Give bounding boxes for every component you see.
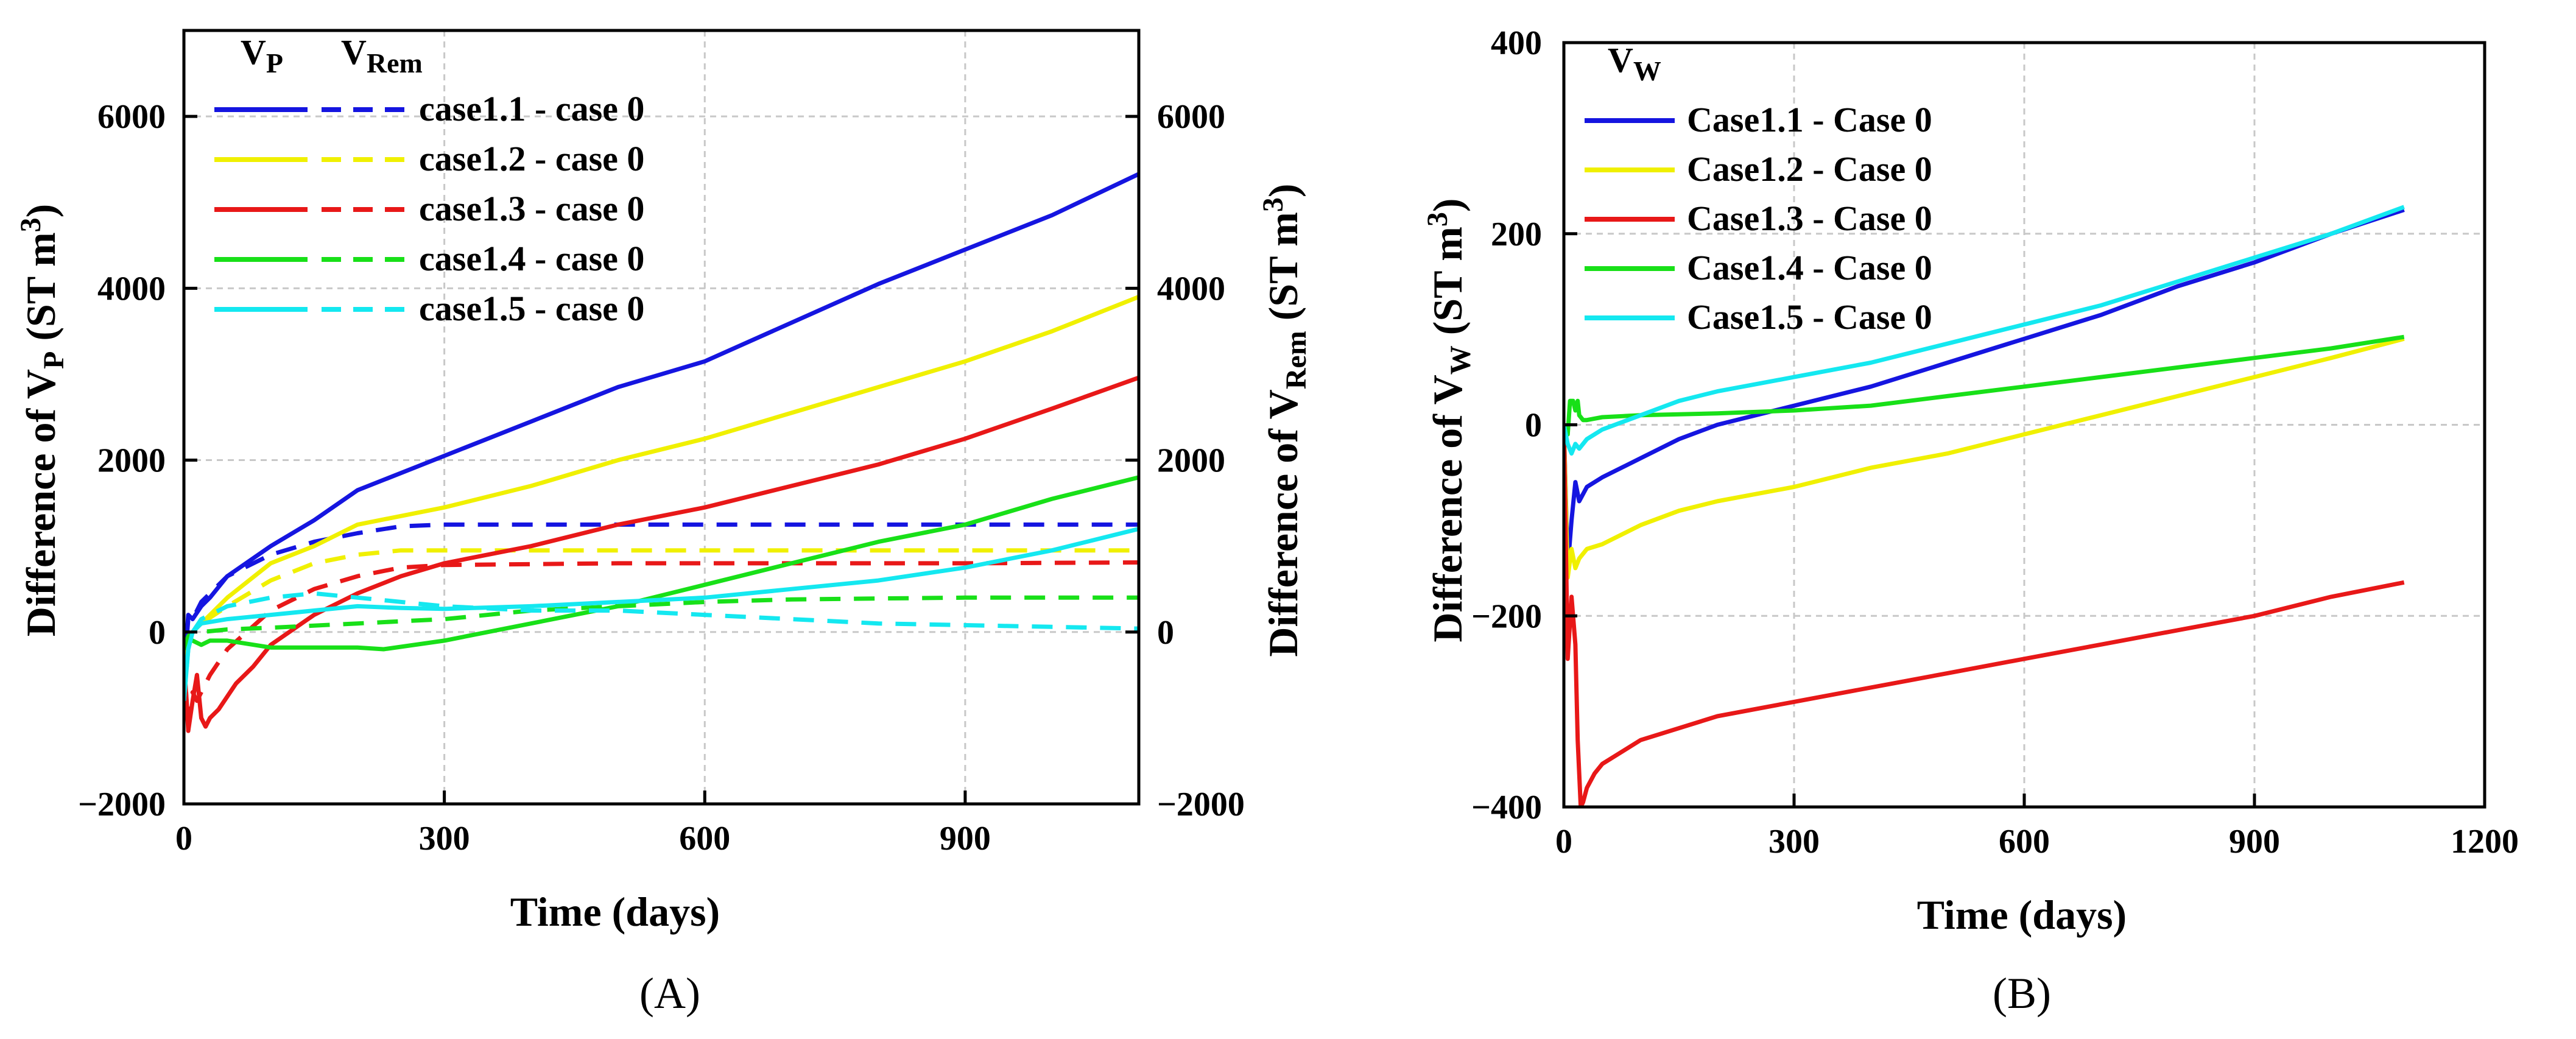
series-vrem-case1-1-case-0 [184, 522, 1139, 675]
y-tick-label: 0 [1525, 407, 1542, 445]
panel-b-ticks: 0 300 600 900 1200 −400 −200 0 200 400 [1471, 24, 2519, 861]
series-vrem-case1-2-case-0 [184, 548, 1139, 684]
series-vrem-case1-3-case-0 [184, 560, 1139, 729]
series-case1-2-case-0 [1564, 336, 2405, 580]
panel-b-legend-rows: Case1.1 - Case 0 Case1.2 - Case 0 Case1.3 … [1585, 100, 1932, 337]
series-vp-case1-4-case-0 [184, 475, 1139, 652]
legend-label-case1-3-case-0: Case1.3 - Case 0 [1687, 199, 1932, 238]
series-vp-case1-1-case-0 [184, 172, 1139, 675]
y2-tick-label: −2000 [1157, 786, 1245, 823]
x-tick-label: 900 [2229, 823, 2280, 861]
legend-header-vp: VP [241, 32, 283, 79]
panel-b-series [1564, 205, 2405, 807]
legend-label-case1-2-case-0: Case1.2 - Case 0 [1687, 149, 1932, 189]
y-tick-label: 2000 [97, 442, 166, 480]
panel-a-legend-rows: case1.1 - case 0 case1.2 - case 0 case1.3 … [214, 89, 644, 328]
x-tick-label: 0 [1555, 823, 1572, 861]
y-tick-label: 400 [1491, 24, 1542, 62]
y-tick-label: 6000 [97, 98, 166, 136]
panel-a-plot-area [184, 30, 1139, 804]
legend-header-vrem: VRem [341, 32, 423, 79]
legend-label-case1-3-case-0: case1.3 - case 0 [419, 189, 644, 228]
y-tick-label: −2000 [78, 786, 166, 823]
series-case1-5-case-0 [1564, 205, 2405, 456]
y-tick-label: 0 [149, 614, 166, 652]
x-tick-label: 300 [1768, 823, 1820, 861]
legend-header-vw: VW [1608, 40, 1661, 86]
panel-b-ylabel: Difference of VW (ST m3) [1421, 198, 1477, 642]
panel-b: 0 300 600 900 1200 −400 −200 0 200 400 Time (days… [1421, 24, 2519, 1018]
x-tick-label: 300 [419, 820, 470, 858]
panel-a-series [184, 172, 1139, 733]
panel-a-frame [182, 29, 1141, 806]
legend-label-case1-1-case-0: Case1.1 - Case 0 [1687, 100, 1932, 139]
legend-label-case1-5-case-0: case1.5 - case 0 [419, 289, 644, 328]
series-vrem-case1-4-case-0 [184, 595, 1139, 650]
x-tick-label: 1200 [2451, 823, 2519, 861]
legend-label-case1-1-case-0: case1.1 - case 0 [419, 89, 644, 129]
panel-a-legend: VP VRem case1.1 - case 0 case1.2 - case 0… [214, 32, 644, 328]
y-tick-label: −200 [1471, 597, 1542, 635]
series-vp-case1-5-case-0 [184, 527, 1139, 701]
y2-tick-label: 6000 [1157, 98, 1225, 136]
y-tick-label: 4000 [97, 270, 166, 308]
y2-tick-label: 4000 [1157, 270, 1225, 308]
series-case1-1-case-0 [1564, 208, 2405, 571]
x-tick-label: 600 [1999, 823, 2050, 861]
x-tick-label: 0 [175, 820, 192, 858]
panel-a: 0 300 600 900−20000200040006000−20000200040… [15, 29, 1312, 1018]
panel-a-label: (A) [639, 969, 700, 1018]
panel-a-grid [184, 30, 1139, 804]
panel-a-ticks: 0 300 600 900−20000200040006000−20000200040… [78, 98, 1245, 858]
x-tick-label: 900 [940, 820, 991, 858]
x-tick-label: 600 [679, 820, 730, 858]
panel-b-xlabel: Time (days) [1917, 892, 2127, 938]
series-vp-case1-3-case-0 [184, 375, 1139, 733]
panel-a-xlabel: Time (days) [510, 889, 720, 935]
y-tick-label: 200 [1491, 216, 1542, 253]
panel-a-ylabel: Difference of VP (ST m3) [15, 204, 70, 637]
y2-tick-label: 0 [1157, 614, 1174, 652]
legend-label-case1-4-case-0: case1.4 - case 0 [419, 239, 644, 278]
legend-label-case1-2-case-0: case1.2 - case 0 [419, 139, 644, 178]
panel-a-y2label: Difference of VRem (ST m3) [1257, 183, 1312, 657]
legend-label-case1-5-case-0: Case1.5 - Case 0 [1687, 297, 1932, 337]
y-tick-label: −400 [1471, 789, 1542, 826]
y2-tick-label: 2000 [1157, 442, 1225, 480]
series-case1-3-case-0 [1564, 424, 2405, 807]
panel-b-label: (B) [1993, 969, 2051, 1018]
legend-label-case1-4-case-0: Case1.4 - Case 0 [1687, 248, 1932, 287]
